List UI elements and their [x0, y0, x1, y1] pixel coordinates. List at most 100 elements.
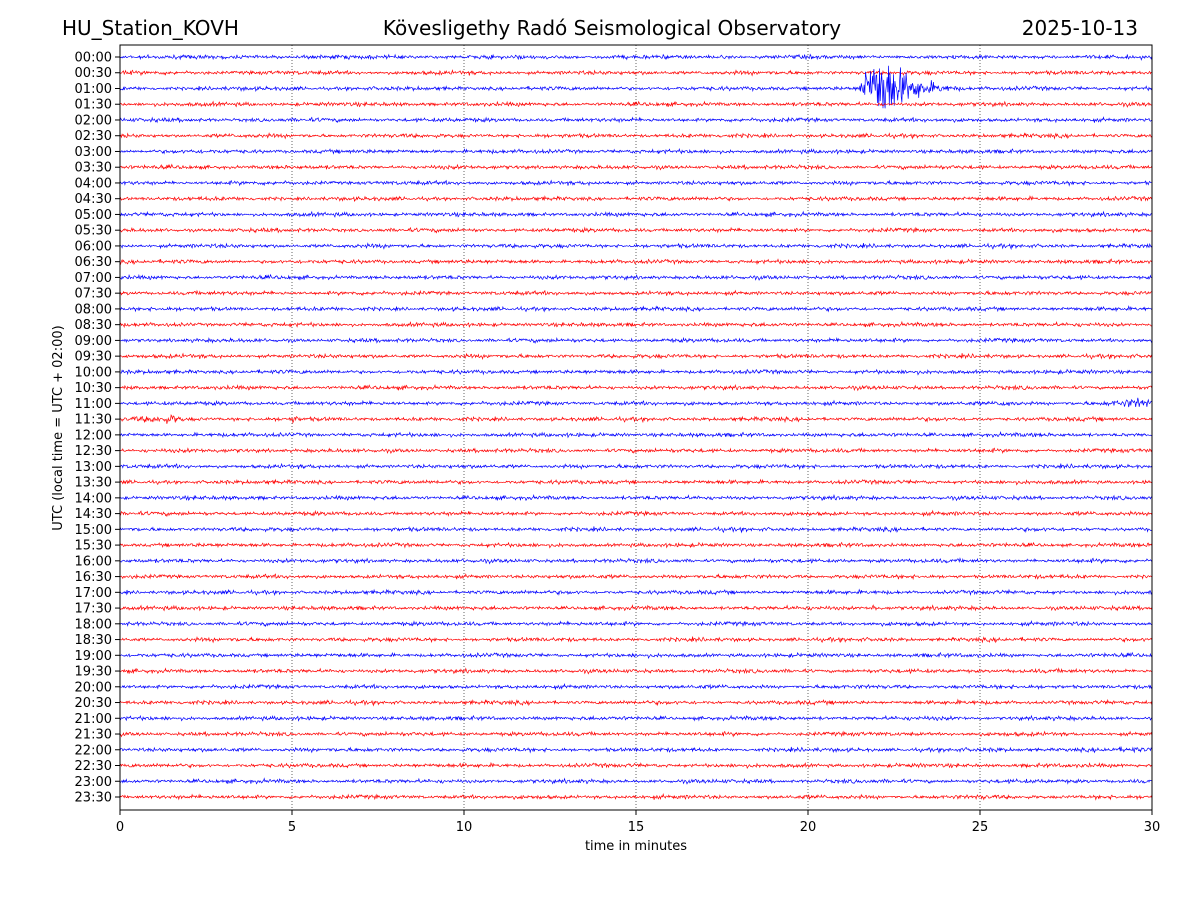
seismic-traces: [119, 53, 1153, 801]
trace-1000: [119, 368, 1152, 376]
x-tick-label: 20: [800, 820, 817, 835]
y-tick-label: 14:30: [75, 507, 112, 522]
y-tick-label: 21:30: [75, 728, 112, 743]
y-tick-label: 03:30: [75, 161, 112, 176]
y-tick-label: 23:30: [75, 791, 112, 806]
trace-0100: [119, 65, 1153, 109]
y-tick-label: 11:30: [75, 413, 112, 428]
y-tick-label: 02:30: [75, 129, 112, 144]
trace-0630: [119, 258, 1153, 266]
y-tick-label: 15:00: [75, 523, 112, 538]
y-tick-label: 20:00: [75, 680, 112, 695]
x-axis-ticks: 0 5 10 15 20 25 30: [116, 810, 1160, 835]
y-tick-label: 17:00: [75, 586, 112, 601]
y-tick-label: 12:00: [75, 428, 112, 443]
chart-title: Kövesligethy Radó Seismological Observat…: [383, 16, 841, 40]
trace-0930: [119, 352, 1153, 360]
trace-2100: [119, 714, 1153, 722]
trace-2230: [119, 761, 1153, 770]
trace-1730: [119, 604, 1153, 612]
y-tick-label: 10:00: [75, 365, 112, 380]
trace-1430: [119, 509, 1153, 518]
y-tick-label: 14:00: [75, 491, 112, 506]
chart-date: 2025-10-13: [1022, 16, 1138, 40]
trace-2030: [119, 698, 1153, 707]
y-tick-label: 00:30: [75, 66, 112, 81]
y-axis-ticks: 00:0000:3001:0001:3002:0002:3003:0003:30…: [75, 51, 120, 806]
trace-0600: [119, 242, 1153, 251]
y-tick-label: 19:30: [75, 665, 112, 680]
x-tick-label: 0: [116, 820, 124, 835]
trace-1400: [119, 494, 1153, 502]
trace-1700: [119, 588, 1153, 597]
y-tick-label: 10:30: [75, 381, 112, 396]
trace-0230: [119, 132, 1153, 140]
y-tick-label: 08:30: [75, 318, 112, 333]
y-tick-label: 18:00: [75, 617, 112, 632]
trace-1630: [119, 573, 1153, 581]
y-tick-label: 05:30: [75, 224, 112, 239]
x-tick-label: 30: [1144, 820, 1161, 835]
trace-1830: [119, 636, 1153, 644]
trace-2000: [119, 682, 1153, 690]
y-tick-label: 12:30: [75, 444, 112, 459]
trace-1030: [119, 383, 1153, 392]
grid-lines: [291, 45, 981, 810]
trace-2300: [119, 777, 1152, 785]
y-tick-label: 09:00: [75, 334, 112, 349]
y-tick-label: 13:30: [75, 476, 112, 491]
y-tick-label: 05:00: [75, 208, 112, 223]
trace-0030: [119, 69, 1152, 77]
y-tick-label: 00:00: [75, 51, 112, 66]
y-tick-label: 06:30: [75, 255, 112, 270]
y-tick-label: 07:30: [75, 287, 112, 302]
trace-0300: [119, 147, 1153, 155]
y-tick-label: 23:00: [75, 775, 112, 790]
trace-1130: [119, 414, 1153, 424]
y-tick-label: 16:00: [75, 554, 112, 569]
trace-0130: [119, 100, 1152, 108]
trace-1930: [119, 667, 1152, 675]
trace-1230: [119, 447, 1153, 455]
y-tick-label: 21:00: [75, 712, 112, 727]
trace-1100: [119, 397, 1153, 408]
trace-2330: [119, 793, 1153, 801]
y-tick-label: 15:30: [75, 539, 112, 554]
y-tick-label: 19:00: [75, 649, 112, 664]
y-tick-label: 04:30: [75, 192, 112, 207]
trace-1800: [119, 619, 1152, 628]
y-tick-label: 20:30: [75, 696, 112, 711]
x-tick-label: 10: [456, 820, 473, 835]
y-tick-label: 11:00: [75, 397, 112, 412]
y-tick-label: 17:30: [75, 602, 112, 617]
trace-0830: [119, 320, 1153, 329]
y-tick-label: 18:30: [75, 633, 112, 648]
x-tick-label: 15: [628, 820, 645, 835]
station-name: HU_Station_KOVH: [62, 16, 239, 40]
trace-0430: [119, 195, 1153, 203]
trace-1300: [119, 462, 1153, 471]
y-tick-label: 01:30: [75, 98, 112, 113]
y-tick-label: 22:30: [75, 759, 112, 774]
y-tick-label: 16:30: [75, 570, 112, 585]
trace-1900: [119, 651, 1153, 659]
trace-0530: [119, 226, 1153, 234]
trace-1330: [119, 478, 1153, 486]
y-tick-label: 01:00: [75, 82, 112, 97]
y-tick-label: 22:00: [75, 743, 112, 758]
y-tick-label: 07:00: [75, 271, 112, 286]
x-tick-label: 5: [288, 820, 296, 835]
y-tick-label: 13:00: [75, 460, 112, 475]
y-axis-label: UTC (local time = UTC + 02:00): [51, 325, 66, 530]
y-tick-label: 08:00: [75, 302, 112, 317]
trace-0500: [119, 210, 1153, 218]
trace-0900: [119, 336, 1153, 344]
trace-2200: [119, 746, 1153, 754]
y-tick-label: 03:00: [75, 145, 112, 160]
trace-0200: [119, 116, 1153, 124]
trace-1530: [119, 541, 1153, 549]
trace-0400: [119, 179, 1152, 187]
trace-1500: [119, 525, 1152, 534]
trace-0000: [119, 53, 1153, 61]
